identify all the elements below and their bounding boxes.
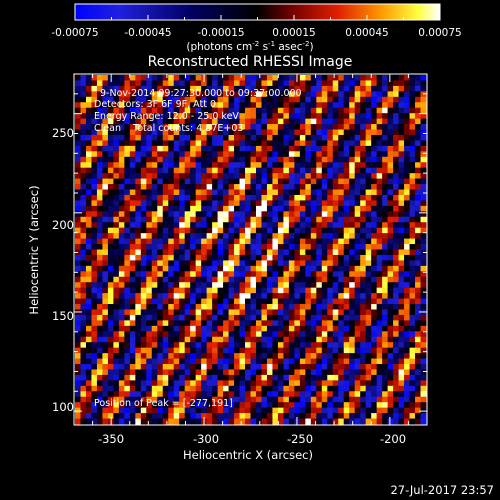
colorbar-tick-label: 0.00045 xyxy=(345,27,389,39)
colorbar-tick-label: 0.00075 xyxy=(418,27,462,39)
colorbar-tick-label: -0.00075 xyxy=(51,27,99,39)
annotation-peak-position: Position of Peak = [-277,191] xyxy=(94,398,233,409)
colorbar-units: (photons cm-2 s-1 asec-2) xyxy=(186,40,314,53)
x-tick-label: -300 xyxy=(192,432,220,446)
x-tick-label: -350 xyxy=(97,432,125,446)
x-tick-label: -200 xyxy=(379,432,407,446)
annotation-detectors: Detectors: 3F 6F 9F, Att 0 xyxy=(94,99,217,110)
colorbar-ticks xyxy=(74,15,441,20)
x-tick-label: -250 xyxy=(286,432,314,446)
annotation-counts: Clean Total counts: 4.87E+03 xyxy=(94,123,244,134)
colorbar-tick-label: -0.00045 xyxy=(124,27,172,39)
y-tick-label: 200 xyxy=(52,218,74,232)
y-tick-label: 150 xyxy=(52,309,74,323)
y-tick-label: 100 xyxy=(52,400,74,414)
y-axis-label: Heliocentric Y (arcsec) xyxy=(27,185,41,315)
timestamp: 27-Jul-2017 23:57 xyxy=(390,483,494,497)
annotation-energy-range: Energy Range: 12.0 - 25.0 keV xyxy=(94,111,239,122)
plot-frame xyxy=(73,73,428,426)
colorbar-tick-label: -0.00015 xyxy=(197,27,245,39)
plot-title: Reconstructed RHESSI Image xyxy=(147,54,353,70)
y-tick-label: 250 xyxy=(52,126,74,140)
annotation-time-range: 9-Nov-2014 09:27:30.000 to 09:37:00.000 xyxy=(100,88,302,99)
colorbar-tick-label: 0.00015 xyxy=(272,27,316,39)
x-axis-label: Heliocentric X (arcsec) xyxy=(183,448,313,462)
axis-ticks xyxy=(74,73,428,425)
image-heatmap xyxy=(75,75,427,425)
